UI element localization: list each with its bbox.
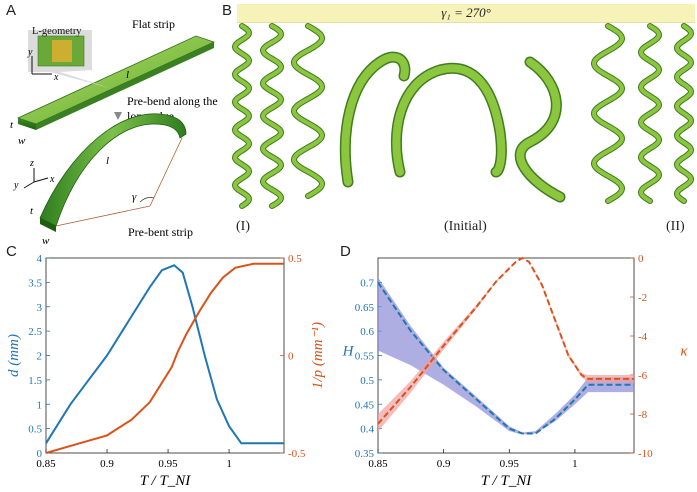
label-state-i: (I): [236, 219, 250, 234]
y-left-tick-label: 0.55: [355, 351, 375, 363]
axes-3d-icon: z x y: [13, 158, 55, 191]
y-left-tick-label: 2.5: [28, 326, 42, 338]
x-axis-label: T / T_NI: [481, 473, 533, 489]
y-left-tick-label: 0.6: [360, 326, 374, 338]
x-tick-label: 0.95: [158, 458, 178, 470]
chord-line-right: [149, 137, 183, 207]
dim-l-flat: l: [126, 69, 129, 81]
angle-banner: γ₁ = 270°: [237, 4, 695, 23]
y-right-tick-label: 0: [288, 351, 294, 363]
plot-frame: [45, 257, 285, 454]
y-left-tick-label: 0.7: [360, 277, 374, 289]
x-tick-label: 1: [572, 458, 578, 470]
helix-ribbon-highlight: [291, 24, 325, 198]
down-arrow-icon: [114, 112, 122, 120]
callout-axis-x: x: [53, 72, 59, 83]
angle-banner-text: γ₁ = 270°: [441, 5, 491, 20]
series-band: [378, 277, 634, 435]
label-state-ii: (II): [666, 219, 685, 234]
panel-a-illustration: L-geometry y x Flat strip l t w Pre-bend…: [10, 17, 218, 245]
helix-ribbon-highlight: [674, 24, 694, 203]
panel-b-label: B: [222, 2, 233, 19]
pre-bent-strip: [39, 113, 187, 232]
y-right-tick-label: -4: [638, 331, 648, 343]
y-right-axis-label: 1/p (mm⁻¹): [310, 322, 326, 389]
x-axis-label: T / T_NI: [140, 473, 192, 489]
svg-text:z: z: [29, 158, 34, 169]
y-left-tick-label: 1.5: [28, 375, 42, 387]
y-left-tick-label: 2: [37, 351, 43, 363]
y-left-tick-label: 1: [37, 399, 43, 411]
x-tick-label: 1: [226, 458, 232, 470]
panel-a-label: A: [6, 2, 17, 19]
pre-bent-strip-label: Pre-bent strip: [128, 225, 193, 239]
y-right-tick-label: -2: [638, 292, 647, 304]
y-right-tick-label: -6: [638, 370, 648, 382]
y-right-tick-label: -10: [638, 448, 653, 460]
y-left-tick-label: 3: [37, 302, 43, 314]
helix-ribbon-highlight: [638, 24, 662, 203]
series-line: [45, 262, 284, 454]
angle-gamma: γ: [132, 191, 137, 203]
y-right-tick-label: -0.5: [288, 448, 306, 460]
chart-d: 0.85 0.9 0.95 1 0.35 0.4 0.45 0.5 0.55 0.6 0.65 0.7…: [342, 253, 689, 489]
x-tick-label: 0.9: [437, 458, 451, 470]
chord-line-left: [55, 205, 151, 227]
y-left-tick-label: 0.45: [355, 399, 375, 411]
curled-ribbon-highlight: [392, 64, 506, 176]
x-tick-label: 0.85: [36, 458, 56, 470]
y-left-tick-label: 0.5: [360, 375, 374, 387]
y-left-tick-label: 4: [37, 253, 43, 265]
panel-d-label: D: [340, 243, 351, 260]
series-line: [377, 256, 634, 425]
flat-strip-label: Flat strip: [132, 17, 175, 31]
svg-text:y: y: [13, 180, 19, 191]
y-left-tick-label: 0.65: [355, 302, 375, 314]
y-left-tick-label: 3.5: [28, 277, 42, 289]
y-left-tick-label: 0.5: [28, 424, 42, 436]
svg-text:x: x: [49, 174, 55, 185]
panel-b-ribbons: [231, 23, 695, 209]
dim-w-flat: w: [18, 135, 26, 147]
x-tick-label: 0.95: [500, 458, 520, 470]
y-left-axis-label: H: [342, 344, 355, 360]
y-left-tick-label: 0.4: [360, 424, 374, 436]
helix-ribbon-highlight: [260, 24, 284, 208]
helix-ribbon-highlight: [232, 24, 252, 208]
x-tick-label: 0.9: [100, 458, 114, 470]
curled-ribbon-highlight: [516, 58, 564, 201]
series-line: [45, 264, 284, 445]
dim-t-flat: t: [10, 119, 14, 131]
y-left-tick-label: 0: [37, 448, 43, 460]
x-tick-label: 0.85: [368, 458, 388, 470]
dim-l-bent: l: [106, 155, 109, 167]
dim-w-bent: w: [42, 235, 50, 245]
y-right-axis-label: κ: [680, 344, 688, 360]
y-right-tick-label: 0: [638, 253, 644, 265]
pre-bend-label-1: Pre-bend along the: [127, 94, 218, 108]
dim-t-bent: t: [30, 205, 34, 217]
y-right-tick-label: 0.5: [288, 253, 302, 265]
helix-ribbon-highlight: [591, 24, 625, 203]
flat-strip: [16, 35, 216, 130]
curled-ribbon-highlight: [341, 53, 409, 186]
y-right-tick-label: -8: [638, 409, 648, 421]
callout-axis-y: y: [27, 47, 33, 58]
y-left-tick-label: 0.35: [355, 448, 375, 460]
label-state-initial: (Initial): [444, 219, 487, 234]
chart-c: 0.85 0.9 0.95 1 0 0.5 1 1.5 2 2.5 3 3.5 4 -0.5 0 0.5 T /…: [6, 253, 326, 489]
y-left-axis-label: d (mm): [6, 334, 22, 377]
panel-c-label: C: [6, 243, 17, 260]
l-geometry-label: L-geometry: [32, 26, 82, 37]
